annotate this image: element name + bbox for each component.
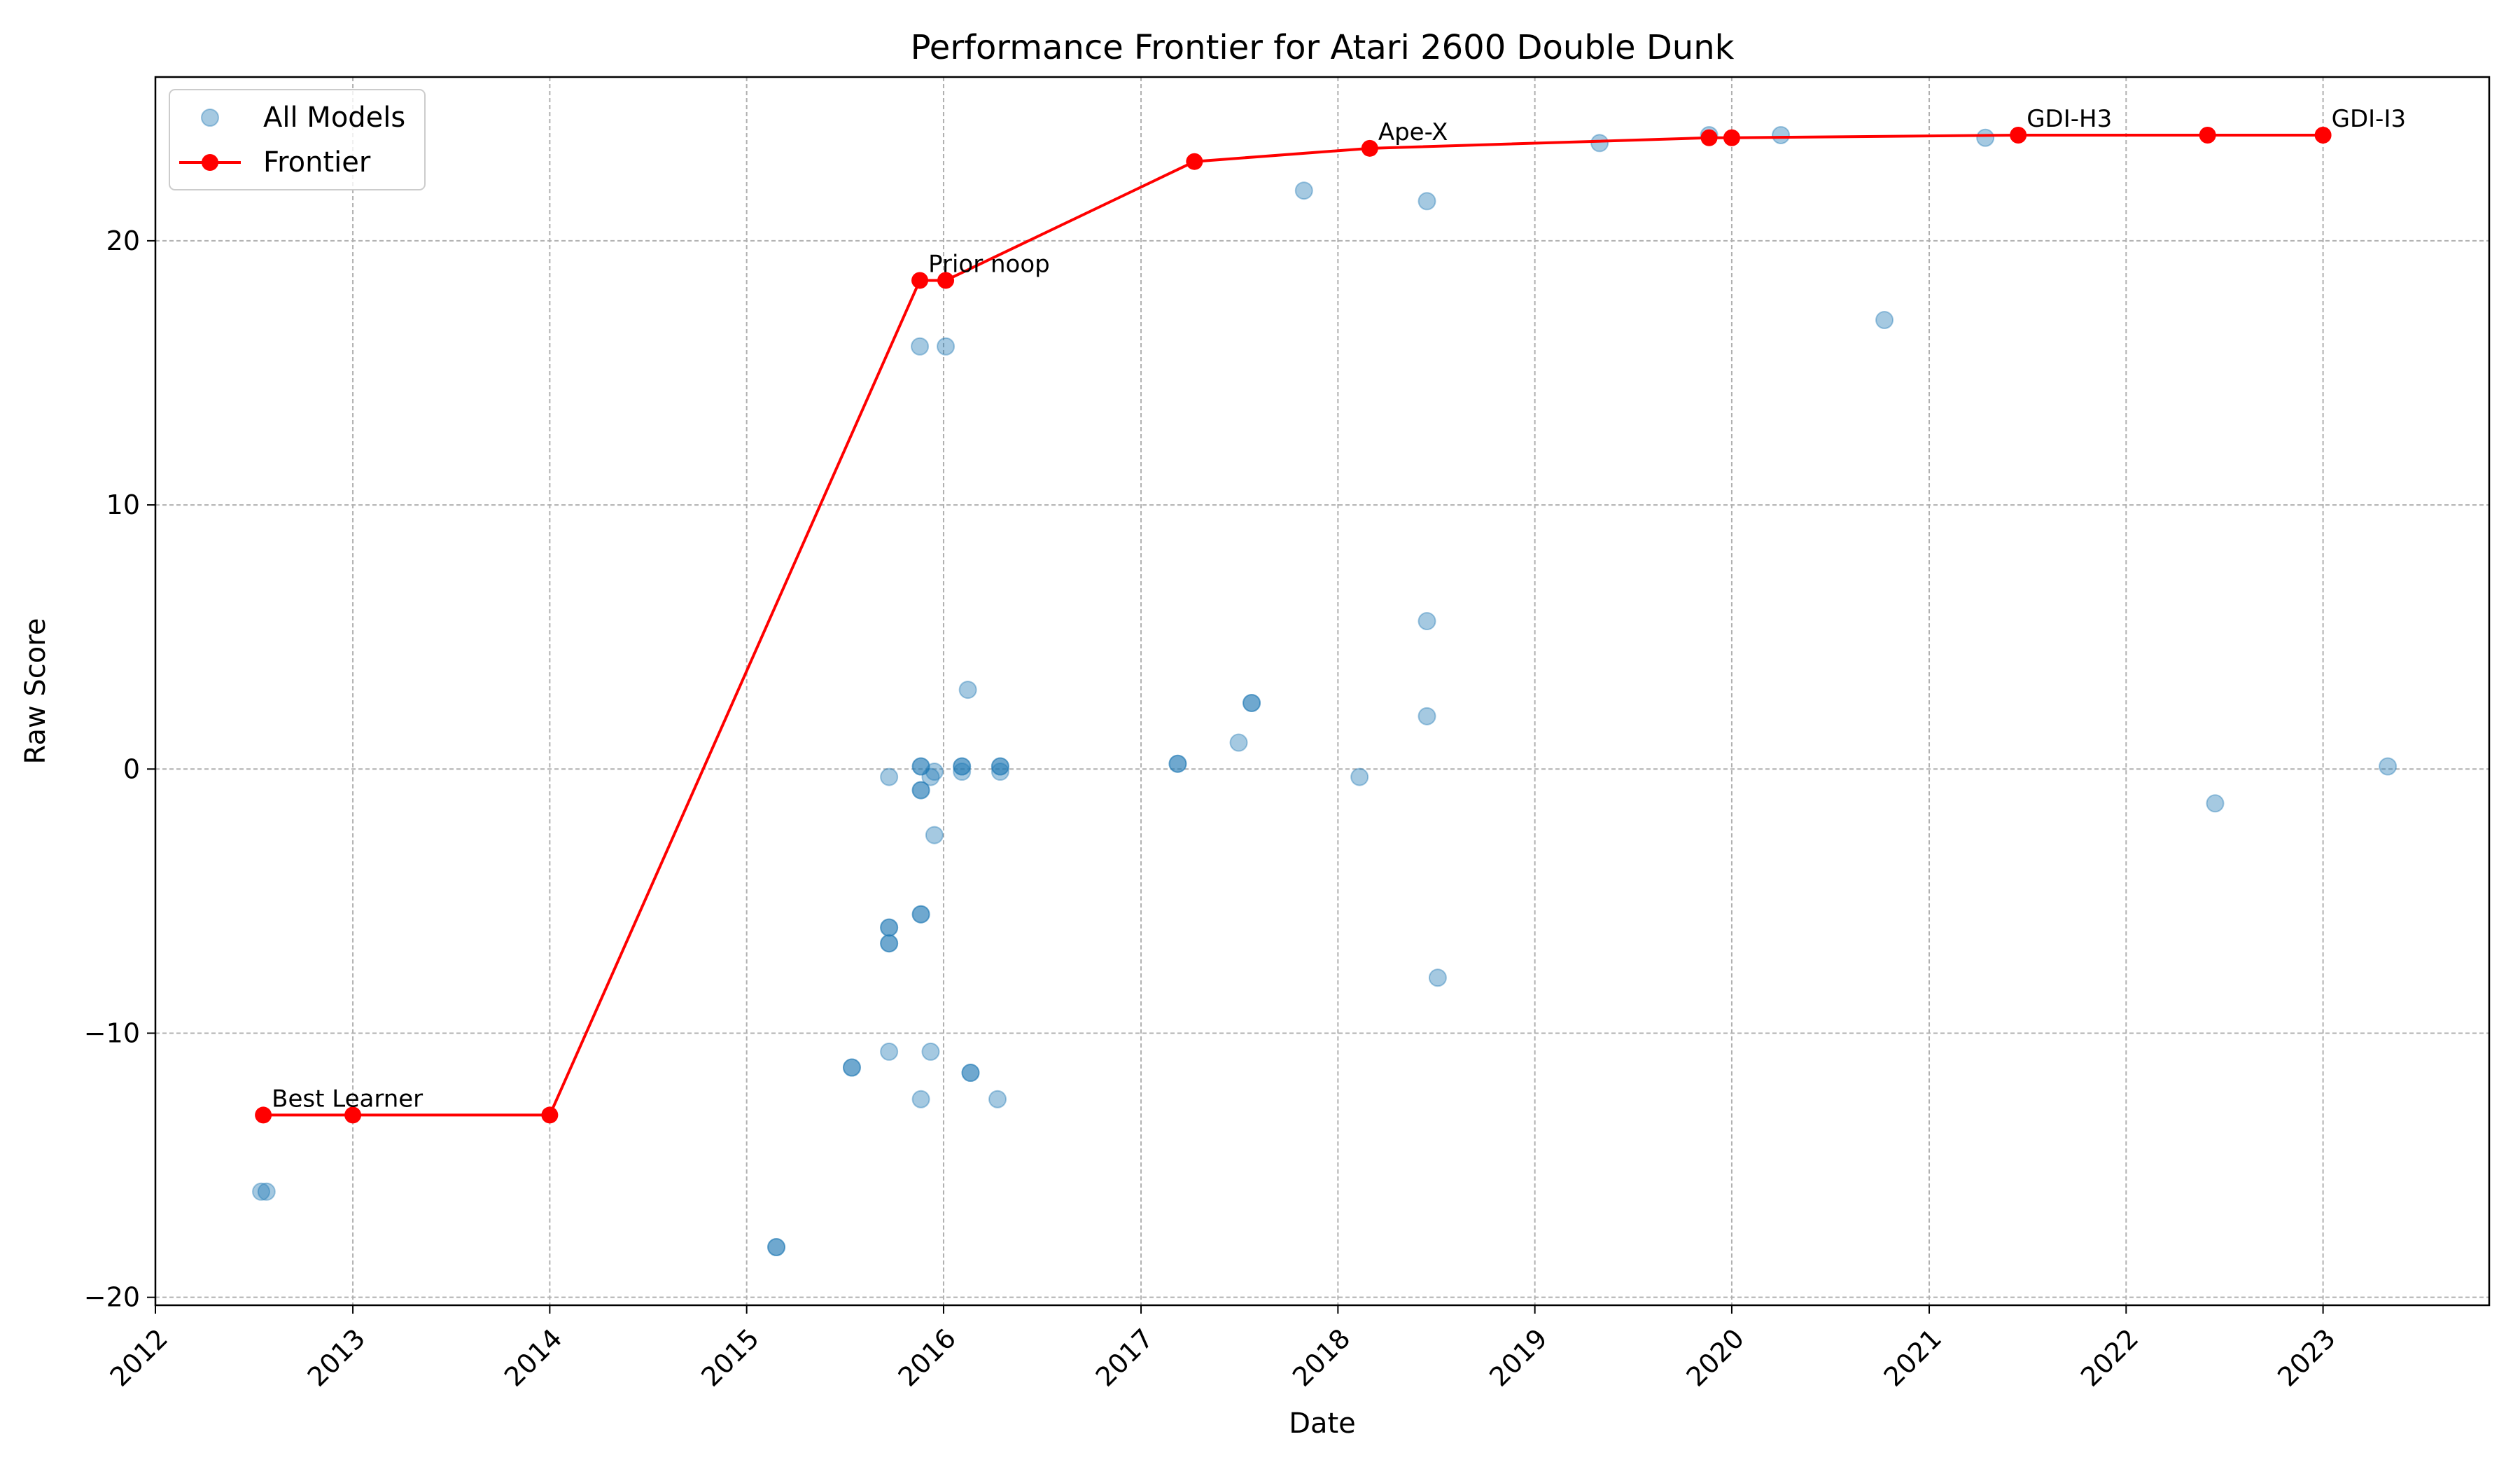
all-models-point (911, 757, 930, 776)
all-models-point (911, 905, 930, 924)
all-models-point (1242, 693, 1261, 712)
frontier-point (1361, 139, 1378, 157)
all-models-point (880, 934, 899, 953)
all-models-point (953, 757, 972, 776)
legend-box (169, 89, 426, 190)
all-models-point (953, 763, 972, 781)
frontier-layer (255, 126, 2332, 1124)
all-models-point (937, 337, 955, 356)
y-tick-label: 10 (106, 489, 140, 520)
legend-label-all-models: All Models (263, 102, 405, 134)
all-models-point (921, 1042, 940, 1061)
all-models-point (953, 757, 972, 776)
all-models-point (911, 1090, 930, 1108)
chart-title: Performance Frontier for Atari 2600 Doub… (911, 28, 1735, 67)
frontier-point (255, 1106, 272, 1124)
all-models-point (842, 1058, 861, 1077)
all-models-point (925, 826, 944, 844)
frontier-point (1186, 153, 1203, 170)
annotation-label: Best Learner (272, 1085, 423, 1113)
all-models-point (988, 1090, 1007, 1108)
frontier-point (344, 1106, 362, 1124)
all-models-point (1428, 968, 1447, 987)
all-models-point (842, 1058, 861, 1077)
scatter-layer (252, 125, 2398, 1257)
all-models-point (1418, 612, 1436, 631)
frontier-point (911, 272, 929, 289)
y-tick-label: 0 (123, 753, 140, 784)
annotation-label: GDI-H3 (2026, 105, 2112, 133)
all-models-point (911, 781, 930, 800)
all-models-point (252, 1182, 271, 1201)
all-models-point (1590, 134, 1609, 153)
all-models-point (1294, 181, 1313, 200)
all-models-point (1418, 707, 1436, 725)
all-models-point (921, 767, 940, 786)
annotation-label: GDI-I3 (2332, 105, 2406, 133)
frontier-point (1723, 129, 1740, 146)
all-models-point (961, 1064, 980, 1083)
all-models-point (767, 1238, 786, 1257)
all-models-point (257, 1182, 276, 1201)
all-models-point (958, 681, 977, 700)
all-models-point (1350, 767, 1369, 786)
all-models-point (911, 337, 930, 356)
grid-layer (155, 77, 2489, 1305)
y-tick-label: 20 (106, 225, 140, 256)
all-models-point (1772, 125, 1791, 144)
frontier-point (541, 1106, 559, 1124)
y-tick-label: −10 (84, 1017, 140, 1048)
all-models-point (880, 918, 899, 937)
all-models-point (1168, 754, 1187, 773)
all-models-point (880, 1042, 899, 1061)
all-models-point (911, 781, 930, 800)
all-models-point (2206, 794, 2225, 813)
legend-marker-all-models (201, 109, 219, 127)
annotation-label: Ape-X (1378, 118, 1448, 146)
all-models-point (925, 763, 944, 781)
all-models-point (1418, 192, 1436, 211)
all-models-point (990, 763, 1009, 781)
all-models-point (1229, 733, 1248, 752)
all-models-point (767, 1238, 786, 1257)
annotation-layer: Best Learner Prior noop Ape-X GDI-H3 GDI-I3 (272, 105, 2406, 1113)
frontier-line (263, 133, 2323, 1117)
all-models-point (1168, 754, 1187, 773)
frontier-point (2199, 126, 2216, 144)
y-tick-label: −20 (84, 1282, 140, 1313)
all-models-point (961, 1064, 980, 1083)
plot-frame (154, 76, 2491, 1307)
legend-marker-frontier (202, 154, 218, 171)
frontier-point (1700, 129, 1718, 146)
legend: All Models Frontier (169, 89, 426, 190)
all-models-point (1242, 693, 1261, 712)
frontier-point (937, 272, 955, 289)
all-models-point (1875, 311, 1894, 330)
all-models-point (2379, 757, 2398, 776)
y-axis-title: Raw Score (20, 618, 52, 765)
all-models-point (990, 757, 1009, 776)
all-models-point (880, 767, 899, 786)
frontier-point (2314, 126, 2332, 144)
all-models-point (880, 934, 899, 953)
annotation-label: Prior noop (928, 250, 1050, 278)
all-models-point (911, 905, 930, 924)
legend-label-frontier: Frontier (263, 146, 371, 179)
frontier-point (2010, 126, 2027, 144)
all-models-point (990, 757, 1009, 776)
all-models-point (911, 757, 930, 776)
all-models-point (880, 918, 899, 937)
x-axis-title: Date (1289, 1407, 1356, 1440)
all-models-point (1976, 128, 1995, 147)
